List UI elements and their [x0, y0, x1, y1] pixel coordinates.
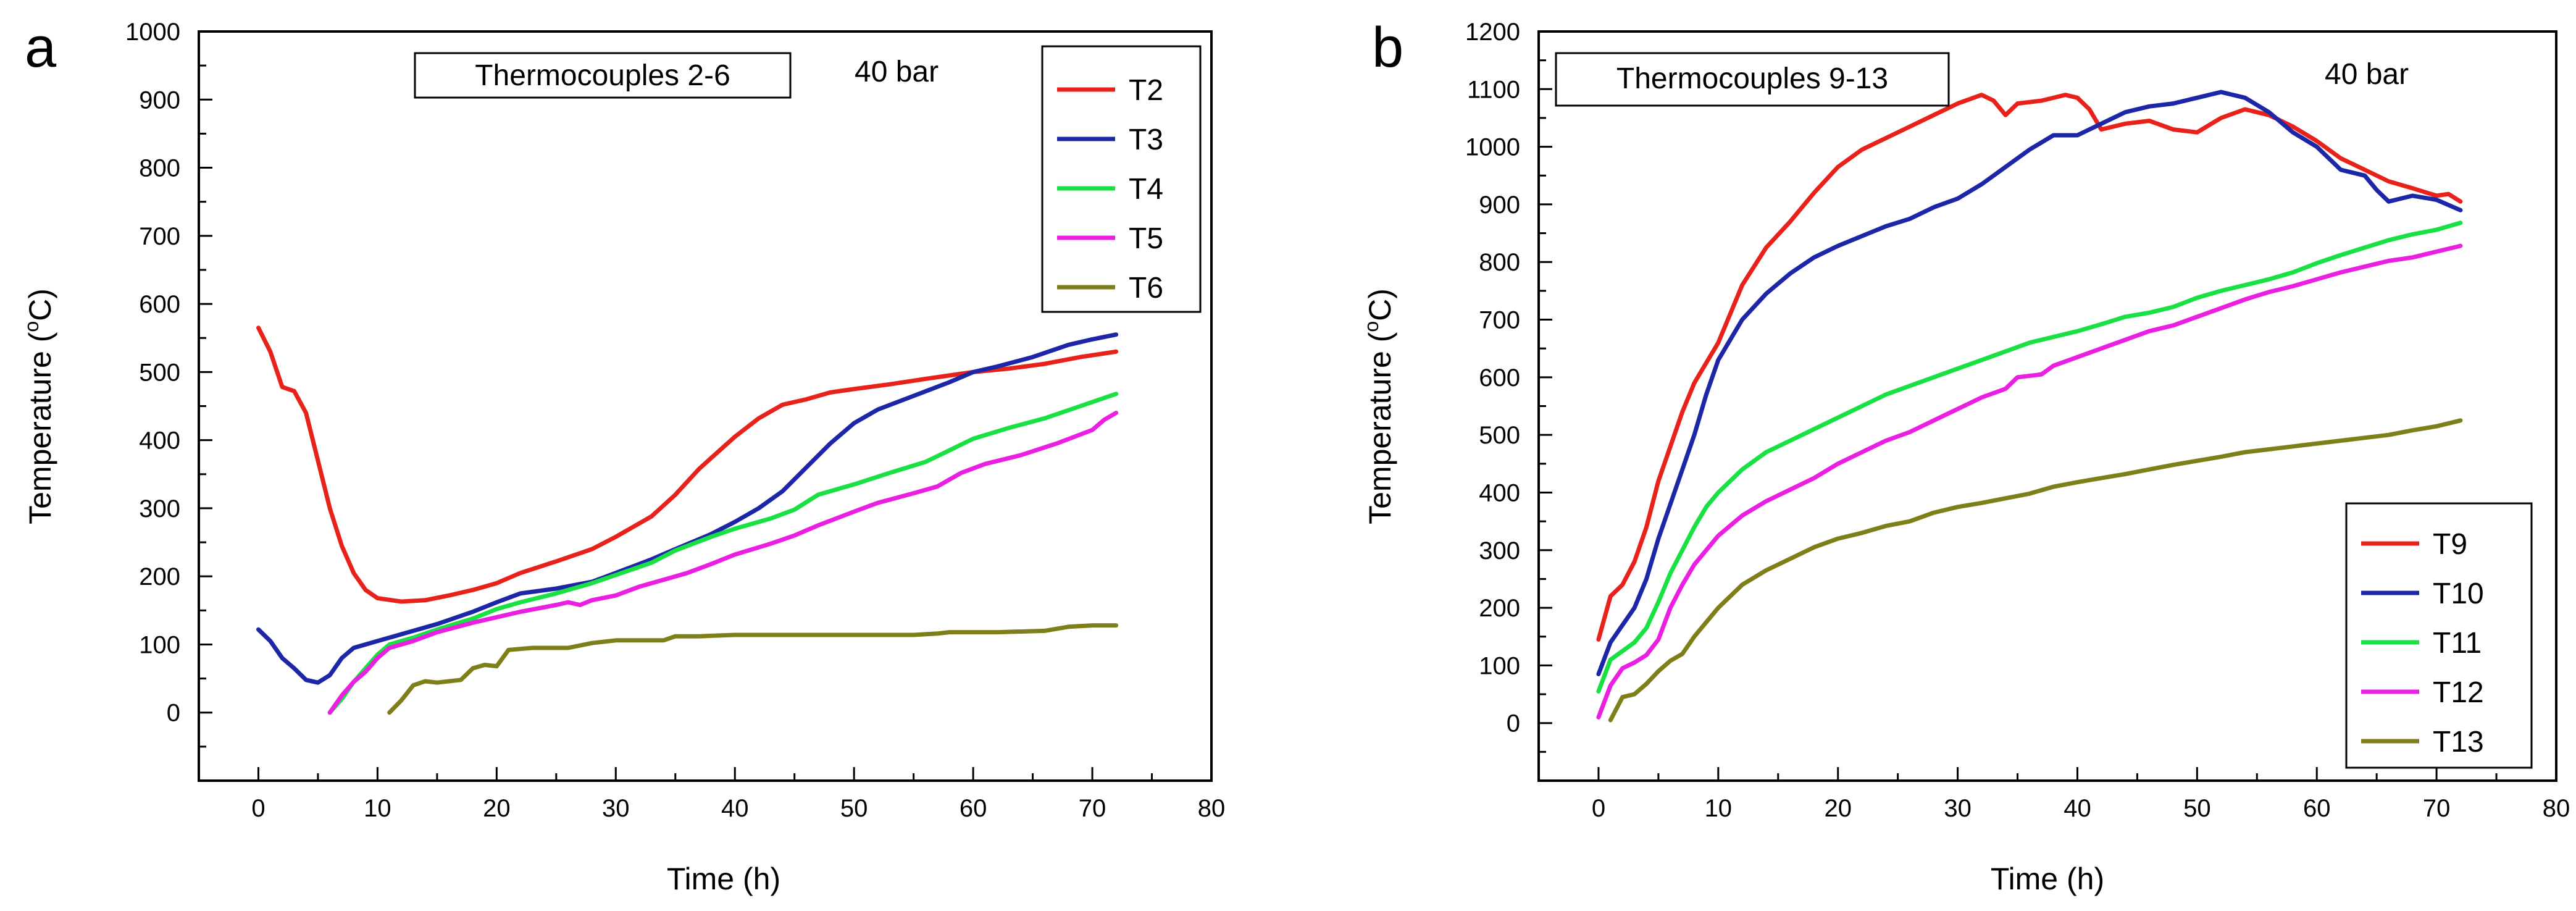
x-tick-label: 80	[1198, 795, 1226, 822]
x-axis-label-b: Time (h)	[1991, 862, 2104, 896]
x-tick-label: 50	[840, 795, 868, 822]
y-tick-label: 1000	[125, 19, 180, 46]
series-line-t3	[256, 332, 1119, 685]
series-line-t9	[1596, 93, 2463, 642]
x-tick-label: 50	[2183, 795, 2211, 822]
series-line-t4	[327, 392, 1119, 715]
x-tick-label: 70	[2423, 795, 2451, 822]
y-tick-label: 600	[139, 291, 180, 318]
legend-label-t12: T12	[2433, 676, 2484, 709]
pressure-annotation-b: 40 bar	[2325, 58, 2409, 91]
x-axis-label-a: Time (h)	[667, 862, 780, 896]
y-tick-label: 300	[1479, 537, 1520, 565]
y-tick-label: 500	[1479, 422, 1520, 449]
y-tick-label: 1200	[1465, 19, 1520, 46]
y-tick-label: 700	[139, 223, 180, 250]
y-tick-label: 700	[1479, 307, 1520, 334]
x-tick-label: 10	[364, 795, 391, 822]
series-line-t6	[387, 623, 1119, 715]
legend-label-t6: T6	[1129, 272, 1163, 304]
legend-label-t5: T5	[1129, 222, 1163, 255]
y-tick-label: 900	[139, 86, 180, 114]
axis-ticks-a: 0 10 20 30 40 50 60 70 8001002003004005006007008…	[125, 19, 1225, 822]
chart-a: a 0 10 20 30 40 50 60 70 80010020030040050060070…	[20, 16, 1225, 896]
legend-box	[2345, 502, 2533, 769]
y-tick-label: 100	[1479, 652, 1520, 679]
series-line-t5	[327, 411, 1119, 715]
y-tick-label: 400	[139, 427, 180, 455]
series-line-t12	[1596, 243, 2463, 720]
legend-label-t4: T4	[1129, 173, 1163, 206]
title-box-a: Thermocouples 2-6	[414, 52, 792, 99]
y-tick-label: 600	[1479, 364, 1520, 392]
y-tick-label: 1100	[1467, 76, 1520, 103]
x-tick-label: 30	[602, 795, 630, 822]
y-tick-label: 900	[1479, 191, 1520, 219]
legend-label-t10: T10	[2433, 577, 2484, 610]
y-tick-label: 400	[1479, 479, 1520, 506]
x-tick-label: 0	[1592, 795, 1605, 822]
series-line-t13	[1608, 418, 2463, 723]
legend-label-t13: T13	[2433, 726, 2484, 758]
series-layer-b	[1596, 90, 2463, 723]
series-layer-a	[256, 325, 1119, 715]
panel-letter-b: b	[1372, 16, 1403, 79]
x-tick-label: 30	[1944, 795, 1972, 822]
chart-title-a: Thermocouples 2-6	[475, 59, 730, 92]
x-tick-label: 0	[251, 795, 265, 822]
x-tick-label: 40	[721, 795, 749, 822]
legend-a: T2 T3 T4 T5 T6	[1041, 45, 1202, 313]
y-tick-label: 500	[139, 359, 180, 386]
axis-ticks-b: 0 10 20 30 40 50 60 70 8001002003004005006007008…	[1465, 19, 2570, 822]
legend-label-t11: T11	[2433, 627, 2482, 660]
y-tick-label: 1000	[1465, 134, 1520, 161]
legend-label-t2: T2	[1129, 74, 1163, 107]
x-tick-label: 80	[2543, 795, 2570, 822]
chart-b: b 0 10 20 30 40 50 60 70 80010020030040050060070…	[1360, 16, 2570, 896]
y-tick-label: 0	[167, 700, 180, 727]
y-axis-label-a: Temperature (oC)	[20, 288, 57, 524]
y-tick-label: 0	[1507, 710, 1520, 737]
series-line-t10	[1596, 90, 2463, 676]
y-tick-label: 300	[139, 495, 180, 523]
x-tick-label: 10	[1705, 795, 1733, 822]
x-tick-label: 60	[2303, 795, 2331, 822]
x-tick-label: 20	[483, 795, 511, 822]
chart-title-b: Thermocouples 9-13	[1616, 62, 1888, 95]
legend-box	[1041, 45, 1202, 313]
y-tick-label: 200	[139, 563, 180, 590]
series-line-t2	[256, 325, 1119, 604]
x-tick-label: 60	[960, 795, 987, 822]
y-tick-label: 100	[139, 631, 180, 658]
series-line-t11	[1596, 220, 2463, 694]
x-tick-label: 40	[2064, 795, 2091, 822]
panel-letter-a: a	[25, 16, 57, 79]
y-axis-label-b: Temperature (oC)	[1360, 288, 1397, 524]
y-tick-label: 800	[1479, 249, 1520, 276]
pressure-annotation-a: 40 bar	[855, 56, 939, 88]
legend-label-t9: T9	[2433, 528, 2467, 561]
x-tick-label: 20	[1824, 795, 1852, 822]
y-tick-label: 200	[1479, 595, 1520, 622]
x-tick-label: 70	[1079, 795, 1106, 822]
legend-label-t3: T3	[1129, 124, 1163, 156]
title-box-b: Thermocouples 9-13	[1555, 52, 1950, 107]
legend-b: T9 T10 T11 T12 T13	[2345, 502, 2533, 769]
y-tick-label: 800	[139, 155, 180, 182]
